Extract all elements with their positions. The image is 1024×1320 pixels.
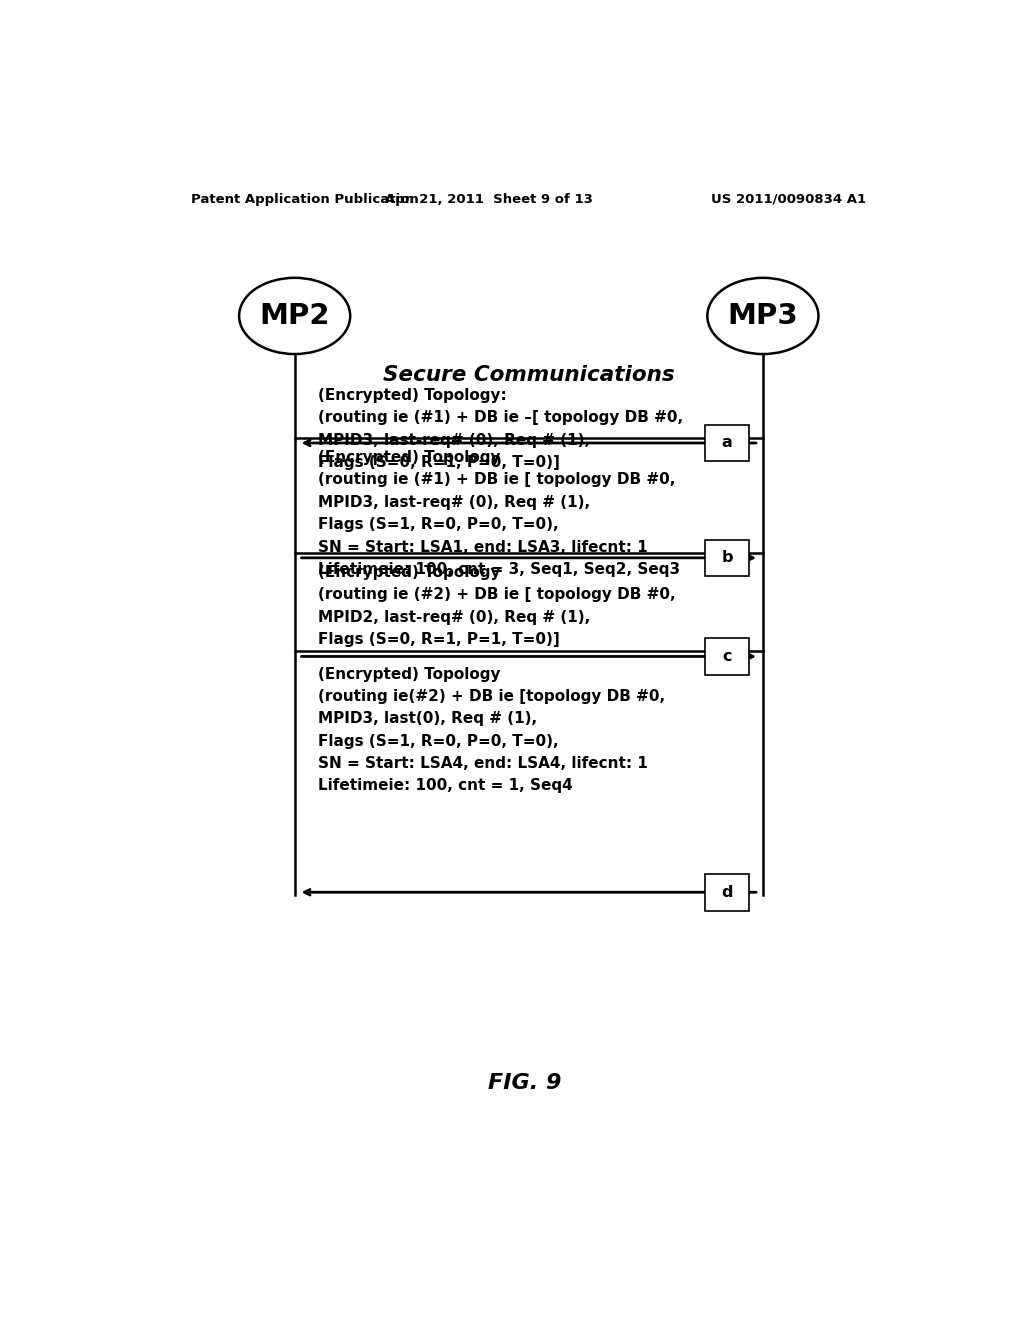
- Text: Apr. 21, 2011  Sheet 9 of 13: Apr. 21, 2011 Sheet 9 of 13: [385, 193, 593, 206]
- Text: (routing ie(#2) + DB ie [topology DB #0,: (routing ie(#2) + DB ie [topology DB #0,: [318, 689, 666, 704]
- Text: Flags (S=0, R=1, P=0, T=0)]: Flags (S=0, R=1, P=0, T=0)]: [318, 455, 560, 470]
- Text: SN = Start: LSA1, end: LSA3, lifecnt: 1: SN = Start: LSA1, end: LSA3, lifecnt: 1: [318, 540, 648, 554]
- Text: c: c: [722, 649, 732, 664]
- FancyBboxPatch shape: [705, 638, 750, 675]
- Text: a: a: [722, 436, 732, 450]
- Text: Secure Communications: Secure Communications: [383, 364, 675, 385]
- Text: Flags (S=0, R=1, P=1, T=0)]: Flags (S=0, R=1, P=1, T=0)]: [318, 632, 560, 647]
- Text: (Encrypted) Topology: (Encrypted) Topology: [318, 450, 501, 465]
- Text: (routing ie (#2) + DB ie [ topology DB #0,: (routing ie (#2) + DB ie [ topology DB #…: [318, 587, 676, 602]
- FancyBboxPatch shape: [705, 540, 750, 576]
- Text: Lifetimeie: 100, cnt = 1, Seq4: Lifetimeie: 100, cnt = 1, Seq4: [318, 779, 573, 793]
- Text: MP2: MP2: [259, 302, 330, 330]
- Text: Flags (S=1, R=0, P=0, T=0),: Flags (S=1, R=0, P=0, T=0),: [318, 517, 559, 532]
- FancyBboxPatch shape: [705, 874, 750, 911]
- Text: (routing ie (#1) + DB ie –[ topology DB #0,: (routing ie (#1) + DB ie –[ topology DB …: [318, 411, 684, 425]
- Text: SN = Start: LSA4, end: LSA4, lifecnt: 1: SN = Start: LSA4, end: LSA4, lifecnt: 1: [318, 756, 648, 771]
- Text: Lifetimeie: 100, cnt = 3, Seq1, Seq2, Seq3: Lifetimeie: 100, cnt = 3, Seq1, Seq2, Se…: [318, 562, 681, 577]
- Text: Patent Application Publication: Patent Application Publication: [191, 193, 419, 206]
- Text: MPID3, last-req# (0), Req # (1),: MPID3, last-req# (0), Req # (1),: [318, 433, 591, 447]
- Text: MPID3, last-req# (0), Req # (1),: MPID3, last-req# (0), Req # (1),: [318, 495, 591, 510]
- Text: US 2011/0090834 A1: US 2011/0090834 A1: [711, 193, 866, 206]
- Text: MPID2, last-req# (0), Req # (1),: MPID2, last-req# (0), Req # (1),: [318, 610, 591, 624]
- Text: FIG. 9: FIG. 9: [488, 1073, 561, 1093]
- FancyBboxPatch shape: [705, 425, 750, 461]
- Text: (Encrypted) Topology:: (Encrypted) Topology:: [318, 388, 507, 403]
- Text: MP3: MP3: [727, 302, 799, 330]
- Text: MPID3, last(0), Req # (1),: MPID3, last(0), Req # (1),: [318, 711, 538, 726]
- Text: b: b: [722, 550, 733, 565]
- Text: (routing ie (#1) + DB ie [ topology DB #0,: (routing ie (#1) + DB ie [ topology DB #…: [318, 473, 676, 487]
- Text: (Encrypted) Topology: (Encrypted) Topology: [318, 565, 501, 579]
- Text: (Encrypted) Topology: (Encrypted) Topology: [318, 667, 501, 681]
- Text: d: d: [722, 884, 733, 900]
- Text: Flags (S=1, R=0, P=0, T=0),: Flags (S=1, R=0, P=0, T=0),: [318, 734, 559, 748]
